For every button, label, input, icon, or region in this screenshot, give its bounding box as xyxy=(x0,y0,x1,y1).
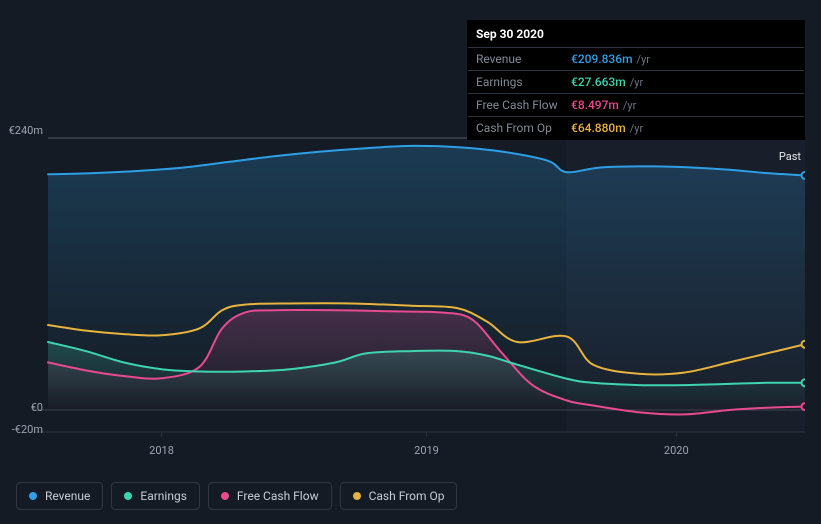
tooltip-row: Free Cash Flow€8.497m/yr xyxy=(468,94,804,117)
legend-dot-icon xyxy=(353,492,361,500)
legend-dot-icon xyxy=(221,492,229,500)
tooltip-row: Revenue€209.836m/yr xyxy=(468,48,804,71)
tooltip-row: Earnings€27.663m/yr xyxy=(468,71,804,94)
legend-item-earnings[interactable]: Earnings xyxy=(111,482,200,510)
legend-item-free-cash-flow[interactable]: Free Cash Flow xyxy=(208,482,332,510)
legend-item-label: Earnings xyxy=(140,489,187,503)
legend-item-label: Revenue xyxy=(45,489,90,503)
legend-dot-icon xyxy=(29,492,37,500)
tooltip-row-unit: /yr xyxy=(637,53,650,66)
tooltip-row-label: Revenue xyxy=(476,52,571,66)
tooltip-row-value: €64.880m xyxy=(571,121,626,135)
tooltip-row-unit: /yr xyxy=(623,99,636,112)
y-axis-max-label: €240m xyxy=(9,124,43,137)
tooltip-row-label: Cash From Op xyxy=(476,121,571,135)
x-axis-tick-label: 2019 xyxy=(414,444,439,457)
tooltip-row-value: €8.497m xyxy=(571,98,619,112)
legend-dot-icon xyxy=(124,492,132,500)
chart-legend: Revenue Earnings Free Cash Flow Cash From O… xyxy=(16,482,457,510)
tooltip-row-value: €27.663m xyxy=(571,75,626,89)
y-axis-zero-label: €0 xyxy=(31,401,43,414)
tooltip-date: Sep 30 2020 xyxy=(468,21,804,48)
legend-item-revenue[interactable]: Revenue xyxy=(16,482,103,510)
legend-item-cash-from-op[interactable]: Cash From Op xyxy=(340,482,458,510)
period-badge: Past xyxy=(775,148,805,165)
tooltip-row-unit: /yr xyxy=(630,122,643,135)
legend-item-label: Free Cash Flow xyxy=(237,489,319,503)
tooltip-row-unit: /yr xyxy=(630,76,643,89)
tooltip-row-label: Free Cash Flow xyxy=(476,98,571,112)
x-axis-tick-label: 2018 xyxy=(149,444,174,457)
data-tooltip: Sep 30 2020 Revenue€209.836m/yrEarnings€… xyxy=(467,20,805,140)
y-axis-min-label: -€20m xyxy=(12,423,43,436)
tooltip-row-label: Earnings xyxy=(476,75,571,89)
x-axis-tick-label: 2020 xyxy=(664,444,689,457)
tooltip-row-value: €209.836m xyxy=(571,52,633,66)
tooltip-row: Cash From Op€64.880m/yr xyxy=(468,117,804,139)
legend-item-label: Cash From Op xyxy=(369,489,445,503)
